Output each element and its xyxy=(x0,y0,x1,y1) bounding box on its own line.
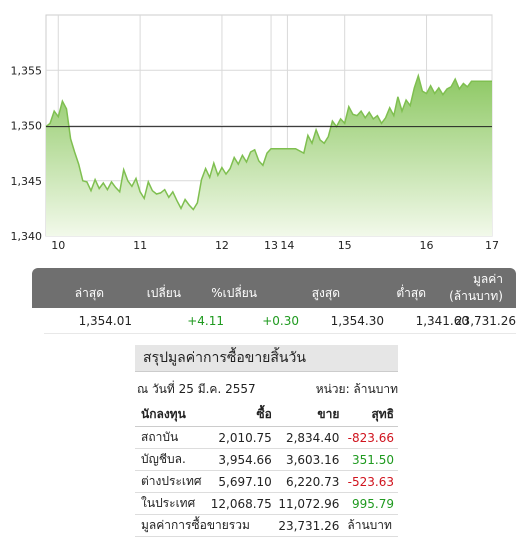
buy-value: 2,010.75 xyxy=(208,426,276,449)
total-row: มูลค่าการซื้อขายรวม 23,731.26 ล้านบาท xyxy=(135,514,398,537)
last-value: 1,354.01 xyxy=(78,314,132,328)
change-value: +4.11 xyxy=(187,314,224,328)
y-tick-label: 1,345 xyxy=(11,175,43,188)
x-tick-label: 15 xyxy=(338,239,352,252)
net-value: -823.66 xyxy=(343,426,398,449)
high-value: 1,354.30 xyxy=(330,314,384,328)
net-value: 995.79 xyxy=(343,492,398,515)
trade-value: 23,731.26 xyxy=(454,314,516,328)
investor-name: บัญชีบล. xyxy=(135,448,209,471)
header-last: ล่าสุด xyxy=(74,286,104,300)
summary-dateline: ณ วันที่ 25 มี.ค. 2557 หน่วย: ล้านบาท xyxy=(135,378,398,400)
index-line xyxy=(45,73,492,211)
daily-summary-panel: สรุปมูลค่าการซื้อขายสิ้นวัน ณ วันที่ 25 … xyxy=(135,345,398,537)
index-area xyxy=(46,75,492,236)
summary-unit: หน่วย: ล้านบาท xyxy=(315,382,398,396)
x-tick-label: 17 xyxy=(485,239,499,252)
chart-svg: 1,340 1,345 1,350 1,355 10 11 12 13 14 15 16 17 xyxy=(11,14,499,252)
table-row: บัญชีบล. 3,954.66 3,603.16 351.50 xyxy=(135,448,398,471)
total-unit: ล้านบาท xyxy=(343,514,398,537)
x-tick-label: 12 xyxy=(215,239,229,252)
y-tick-label: 1,340 xyxy=(11,230,43,243)
col-buy: ซื้อ xyxy=(208,402,276,427)
x-tick-label: 14 xyxy=(280,239,294,252)
header-pct-change: %เปลี่ยน xyxy=(211,286,257,300)
stats-values-row: 1,354.01 +4.11 +0.30 1,354.30 1,341.60 2… xyxy=(44,309,516,334)
summary-title: สรุปมูลค่าการซื้อขายสิ้นวัน xyxy=(135,345,398,372)
total-value: 23,731.26 xyxy=(275,514,344,537)
table-header-row: นักลงทุน ซื้อ ขาย สุทธิ xyxy=(135,402,398,427)
y-tick-label: 1,355 xyxy=(11,64,43,77)
investor-rows: สถาบัน 2,010.75 2,834.40 -823.66 บัญชีบล. 3,9… xyxy=(135,426,398,515)
header-value-unit: (ล้านบาท) xyxy=(449,289,503,303)
col-sell: ขาย xyxy=(275,402,344,427)
header-low: ต่ำสุด xyxy=(396,286,426,300)
table-row: ต่างประเทศ 5,697.10 6,220.73 -523.63 xyxy=(135,470,398,493)
stats-header: ล่าสุด เปลี่ยน %เปลี่ยน สูงสุด ต่ำสุด มู… xyxy=(32,268,516,308)
x-tick-label: 10 xyxy=(51,239,65,252)
total-label: มูลค่าการซื้อขายรวม xyxy=(135,514,276,537)
table-row: สถาบัน 2,010.75 2,834.40 -823.66 xyxy=(135,426,398,449)
x-tick-label: 16 xyxy=(420,239,434,252)
buy-value: 12,068.75 xyxy=(208,492,276,515)
sell-value: 2,834.40 xyxy=(275,426,344,449)
summary-date: ณ วันที่ 25 มี.ค. 2557 xyxy=(137,382,256,396)
index-intraday-chart: 1,340 1,345 1,350 1,355 10 11 12 13 14 15 16 17 xyxy=(0,0,529,262)
net-value: -523.63 xyxy=(343,470,398,493)
buy-value: 5,697.10 xyxy=(208,470,276,493)
header-change: เปลี่ยน xyxy=(146,286,181,300)
buy-value: 3,954.66 xyxy=(208,448,276,471)
header-value: มูลค่า (ล้านบาท) xyxy=(449,271,503,305)
low-value: 1,341.60 xyxy=(415,314,469,328)
col-net: สุทธิ xyxy=(343,402,398,427)
investor-name: ในประเทศ xyxy=(135,492,209,515)
pct-change-value: +0.30 xyxy=(262,314,299,328)
header-value-label: มูลค่า xyxy=(472,272,503,286)
investor-table: นักลงทุน ซื้อ ขาย สุทธิ สถาบัน 2,010.75 2,… xyxy=(135,402,398,537)
sell-value: 11,072.96 xyxy=(275,492,344,515)
x-tick-label: 13 xyxy=(264,239,278,252)
investor-name: สถาบัน xyxy=(135,426,209,449)
sell-value: 3,603.16 xyxy=(275,448,344,471)
investor-name: ต่างประเทศ xyxy=(135,470,209,493)
net-value: 351.50 xyxy=(343,448,398,471)
y-tick-label: 1,350 xyxy=(11,120,43,133)
header-high: สูงสุด xyxy=(311,286,340,300)
col-investor: นักลงทุน xyxy=(135,402,209,427)
x-tick-label: 11 xyxy=(133,239,147,252)
sell-value: 6,220.73 xyxy=(275,470,344,493)
table-row: ในประเทศ 12,068.75 11,072.96 995.79 xyxy=(135,492,398,515)
